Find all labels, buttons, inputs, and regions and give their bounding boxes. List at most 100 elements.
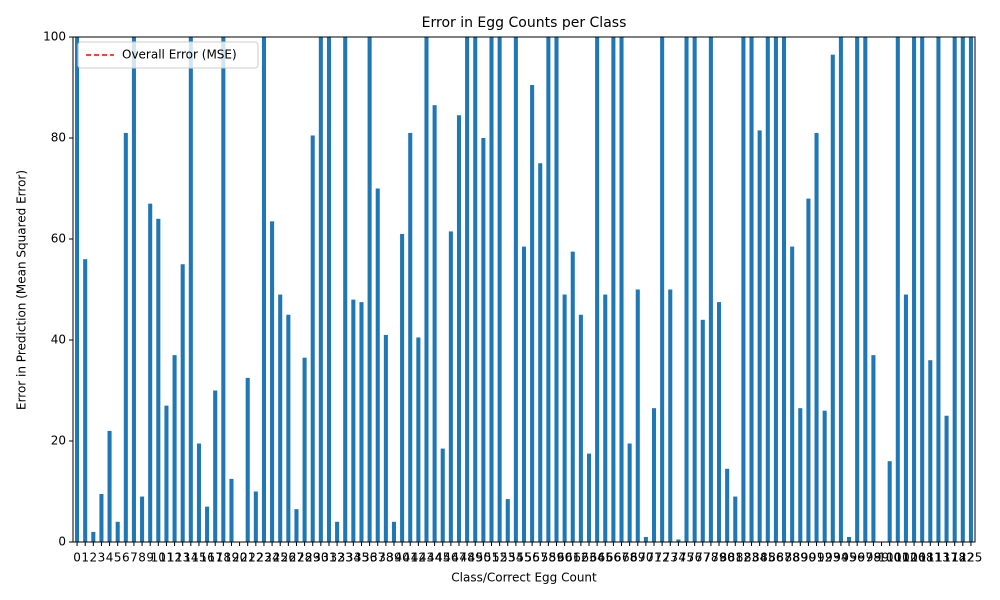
x-tick-label: 80 (720, 551, 735, 565)
bar (107, 430, 112, 542)
x-tick-label: 77 (695, 551, 710, 565)
x-tick-label: 73 (663, 551, 678, 565)
bar (302, 357, 307, 542)
bar (855, 37, 860, 542)
bar (521, 246, 527, 542)
x-tick-label: 5 (114, 551, 122, 565)
bar (790, 246, 795, 542)
bar (205, 506, 210, 542)
x-tick-label: 12 (167, 551, 182, 565)
bar (83, 259, 88, 542)
bar (912, 37, 917, 542)
x-tick-label: 49 (468, 551, 483, 565)
x-tick-label: 90 (801, 551, 816, 565)
x-tick-label: 13 (175, 551, 190, 565)
bar (196, 443, 201, 542)
x-tick-label: 66 (606, 551, 621, 565)
x-tick-label: 4 (106, 551, 114, 565)
bar (814, 132, 819, 542)
bar (570, 251, 575, 542)
x-tick-label: 74 (671, 551, 686, 565)
x-tick-label: 108 (911, 551, 934, 565)
legend-label: Overall Error (MSE) (122, 48, 237, 62)
x-tick-label: 17 (208, 551, 223, 565)
x-tick-label: 62 (573, 551, 588, 565)
x-tick-label: 19 (224, 551, 239, 565)
x-tick-label: 41 (403, 551, 418, 565)
x-tick-label: 82 (736, 551, 751, 565)
x-tick-label: 61 (565, 551, 580, 565)
x-tick-label: 65 (598, 551, 613, 565)
x-tick-label: 55 (516, 551, 531, 565)
bar (952, 37, 957, 542)
bar (928, 360, 933, 542)
x-tick-label: 3 (98, 551, 106, 565)
bar (847, 536, 852, 542)
x-tick-label: 42 (411, 551, 426, 565)
x-tick-label: 71 (646, 551, 661, 565)
bar (270, 221, 275, 542)
x-tick-label: 94 (833, 551, 848, 565)
bar (920, 37, 925, 542)
bar (75, 37, 80, 542)
x-tick-label: 32 (329, 551, 344, 565)
bar (91, 531, 96, 542)
bar (221, 37, 226, 542)
bar (286, 314, 291, 542)
bar (627, 443, 632, 542)
bar (684, 37, 689, 542)
bar (708, 37, 713, 542)
x-tick-label: 23 (256, 551, 271, 565)
x-tick-label: 86 (768, 551, 783, 565)
x-tick-label: 6 (122, 551, 130, 565)
x-tick-label: 95 (841, 551, 856, 565)
x-tick-label: 45 (435, 551, 450, 565)
x-tick-label: 88 (785, 551, 800, 565)
bar (432, 105, 437, 542)
y-axis-label: Error in Prediction (Mean Squared Error) (15, 170, 29, 410)
x-tick-label: 93 (825, 551, 840, 565)
x-tick-label: 101 (886, 551, 909, 565)
chart-title: Error in Egg Counts per Class (422, 15, 627, 31)
bar (619, 37, 624, 542)
x-tick-label: 1 (81, 551, 89, 565)
x-tick-label: 98 (866, 551, 881, 565)
bar (716, 302, 722, 542)
x-tick-label: 56 (524, 551, 539, 565)
bar (115, 521, 120, 542)
bar (643, 536, 648, 542)
bar (782, 37, 787, 542)
bar (456, 115, 462, 542)
x-tick-label: 57 (533, 551, 548, 565)
bar (757, 130, 762, 542)
bar (530, 84, 535, 542)
x-tick-label: 125 (959, 551, 982, 565)
x-tick-label: 14 (183, 551, 198, 565)
bar (481, 138, 486, 542)
bar (310, 135, 315, 542)
bar (968, 37, 973, 542)
x-tick-label: 84 (752, 551, 767, 565)
bar (749, 37, 754, 542)
bar (400, 233, 405, 542)
x-tick-label: 102 (894, 551, 917, 565)
bar (326, 37, 332, 542)
bar (806, 198, 811, 542)
bar (830, 54, 835, 542)
bar (725, 468, 730, 542)
bar (586, 453, 592, 542)
y-tick-label: 80 (51, 131, 66, 145)
bar (131, 37, 136, 542)
bar (505, 499, 510, 542)
bar (871, 355, 876, 542)
bar (668, 289, 673, 542)
x-tick-label: 29 (305, 551, 320, 565)
x-tick-label: 81 (728, 551, 743, 565)
x-tick-label: 97 (858, 551, 873, 565)
x-tick-label: 111 (919, 551, 942, 565)
y-tick-label: 40 (51, 333, 66, 347)
x-tick-label: 43 (419, 551, 434, 565)
x-tick-label: 26 (281, 551, 296, 565)
bar (440, 448, 445, 542)
